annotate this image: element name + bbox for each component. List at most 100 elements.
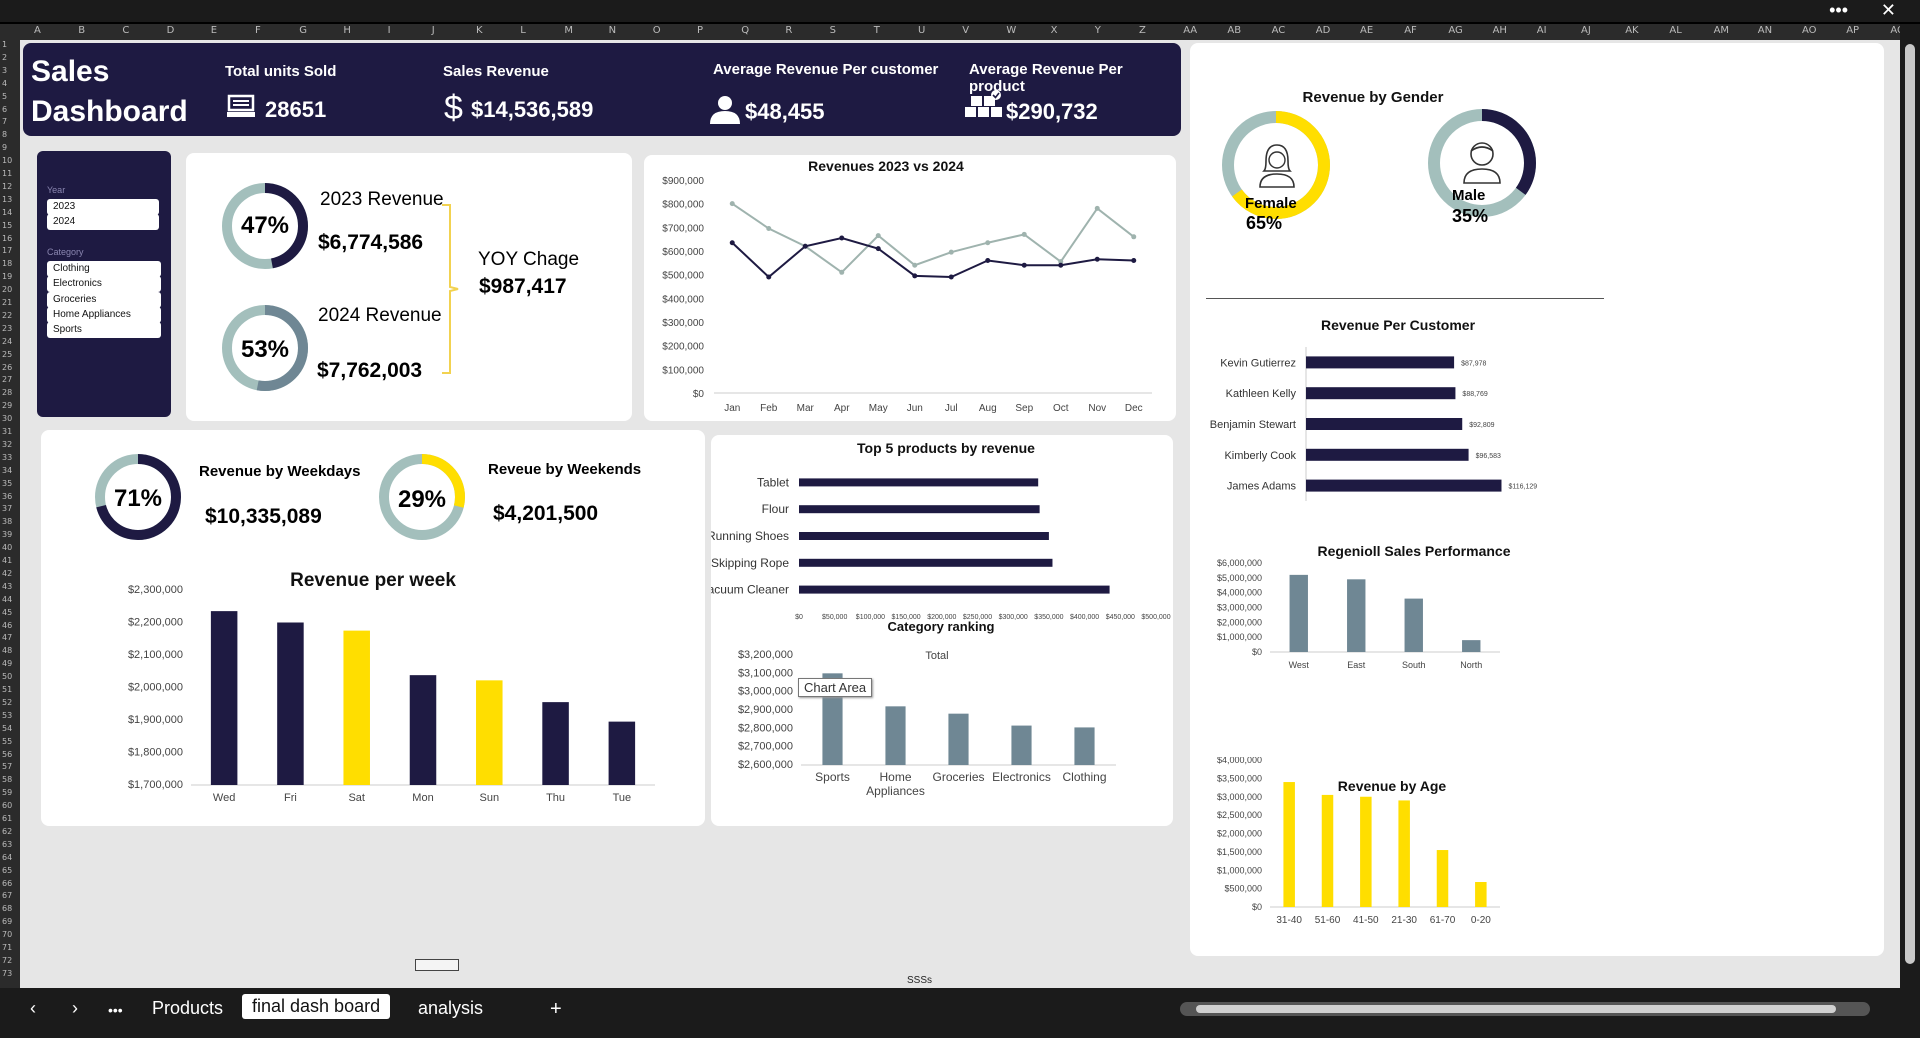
column-header[interactable]: AO [1802,25,1817,36]
column-header[interactable]: I [387,25,391,36]
row-header[interactable]: 5 [2,91,8,101]
column-header[interactable]: P [697,25,704,36]
revenue-customer-chart[interactable]: Revenue Per Customer Kevin Gutierrez $87,9… [1190,305,1570,513]
column-header[interactable]: B [78,25,86,36]
selected-cell[interactable] [415,959,459,971]
slicer-item-groceries[interactable]: Groceries [47,292,161,308]
slicer-item-sports[interactable]: Sports [47,322,161,338]
row-header[interactable]: 60 [2,801,13,811]
column-header[interactable]: R [785,25,793,36]
row-header[interactable]: 17 [2,246,13,256]
row-header[interactable]: 20 [2,285,13,295]
row-header[interactable]: 54 [2,723,13,733]
column-header[interactable]: AD [1315,25,1331,36]
row-header[interactable]: 26 [2,362,13,372]
column-header[interactable]: G [299,25,307,36]
row-header[interactable]: 11 [2,169,13,178]
row-header[interactable]: 35 [2,478,13,488]
row-header[interactable]: 6 [2,104,8,114]
column-header[interactable]: S [829,25,836,36]
slicer-item-2024[interactable]: 2024 [47,214,159,230]
row-header[interactable]: 63 [2,839,13,849]
column-header[interactable]: W [1006,25,1017,36]
row-header[interactable]: 56 [2,749,13,759]
row-header[interactable]: 34 [2,465,13,475]
column-header[interactable]: E [210,25,218,36]
row-header[interactable]: 18 [2,259,13,269]
next-sheet-icon[interactable]: › [72,998,78,1018]
tab-analysis[interactable]: analysis [418,998,484,1018]
row-header[interactable]: 43 [2,581,13,591]
row-header[interactable]: 24 [2,336,13,346]
row-header[interactable]: 73 [2,968,13,978]
row-header[interactable]: 4 [2,78,8,88]
column-header[interactable]: AH [1492,25,1507,36]
row-header[interactable]: 65 [2,865,13,875]
row-header[interactable]: 45 [2,607,13,617]
revenue-line-chart[interactable]: Revenues 2023 vs 2024 $0 $100,000 $200,000 $… [644,155,1176,421]
column-header[interactable]: AN [1757,25,1773,36]
column-header[interactable]: C [122,25,130,36]
row-header[interactable]: 8 [2,130,8,140]
row-header[interactable]: 51 [2,685,13,694]
top-products-chart[interactable]: Top 5 products by revenue Tablet Flour Runn… [701,435,1173,625]
row-header[interactable]: 32 [2,439,13,449]
row-header[interactable]: 42 [2,568,13,578]
row-header[interactable]: 25 [2,349,13,359]
row-header[interactable]: 22 [2,310,13,320]
horizontal-scrollbar[interactable] [1180,1002,1870,1016]
row-header[interactable]: 15 [2,220,13,230]
column-header[interactable]: AK [1625,25,1639,36]
slicer-item-2023[interactable]: 2023 [47,199,159,215]
column-header[interactable]: L [520,25,526,36]
row-header[interactable]: 66 [2,878,13,888]
column-header[interactable]: AI [1536,25,1547,36]
row-header[interactable]: 47 [2,633,13,643]
row-header[interactable]: 67 [2,891,13,901]
row-header[interactable]: 70 [2,930,13,940]
column-header[interactable]: K [476,25,483,36]
vertical-scrollbar[interactable] [1900,24,1920,988]
column-header[interactable]: AE [1360,25,1374,36]
row-header[interactable]: 30 [2,414,13,424]
row-header[interactable]: 31 [2,427,13,436]
row-header[interactable]: 2 [2,52,8,62]
row-header[interactable]: 13 [2,194,13,204]
row-header[interactable]: 37 [2,504,13,514]
column-header[interactable]: AJ [1581,25,1591,36]
column-header[interactable]: Y [1094,25,1101,36]
column-header[interactable]: AL [1669,25,1682,36]
row-header[interactable]: 33 [2,452,13,462]
column-header[interactable]: V [962,25,970,36]
more-options-icon[interactable]: ••• [1829,0,1848,20]
column-header[interactable]: X [1050,25,1058,36]
row-header[interactable]: 21 [2,298,13,307]
row-header[interactable]: 55 [2,736,13,746]
column-header[interactable]: AF [1404,25,1417,36]
row-header[interactable]: 48 [2,646,13,656]
slicer-item-electronics[interactable]: Electronics [47,276,161,292]
column-header[interactable]: AB [1227,25,1242,36]
revenue-week-chart[interactable]: Revenue per week $1,700,000 $1,800,000 $1,9… [41,560,705,822]
row-header[interactable]: 19 [2,272,13,282]
column-header[interactable]: F [255,25,261,36]
row-header[interactable]: 3 [2,65,8,75]
row-header[interactable]: 28 [2,388,13,398]
row-header[interactable]: 27 [2,375,13,385]
row-header[interactable]: 41 [2,556,13,565]
row-header[interactable]: 57 [2,762,13,772]
region-chart[interactable]: Regenioll Sales Performance $0 $1,000,000 $… [1190,533,1570,791]
column-header[interactable]: AA [1183,25,1198,36]
row-header[interactable]: 61 [2,814,13,823]
column-header[interactable]: U [918,25,926,36]
row-header[interactable]: 71 [2,943,13,952]
row-header[interactable]: 64 [2,852,13,862]
tab-final-dash-board[interactable]: final dash board [242,994,391,1019]
row-header[interactable]: 49 [2,659,13,669]
row-header[interactable]: 16 [2,233,13,243]
row-header[interactable]: 39 [2,530,13,540]
row-header[interactable]: 69 [2,917,13,927]
row-header[interactable]: 50 [2,672,13,682]
add-sheet-icon[interactable]: + [550,998,562,1020]
row-header[interactable]: 72 [2,955,13,965]
